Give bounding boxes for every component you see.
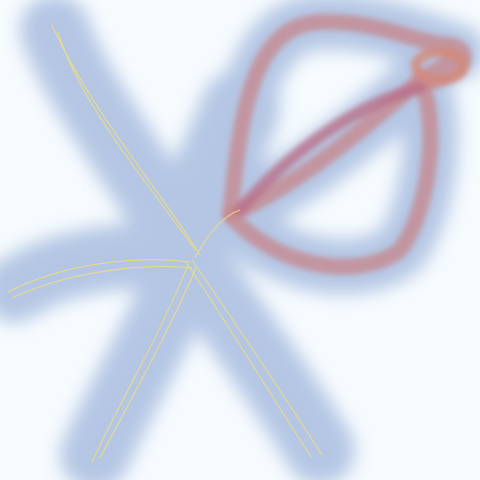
cloud-arm xyxy=(155,225,355,480)
trajectory xyxy=(91,264,189,463)
trajectory xyxy=(185,261,313,459)
trajectory xyxy=(11,266,193,299)
bundle xyxy=(234,82,426,216)
trajectory xyxy=(7,259,191,293)
trajectory xyxy=(57,31,196,251)
trajectory xyxy=(51,24,201,256)
trajectory xyxy=(191,259,323,456)
bundle xyxy=(222,72,439,275)
trajectory xyxy=(194,209,241,259)
bundle-end xyxy=(411,47,469,85)
trajectories xyxy=(7,24,323,463)
trajectory xyxy=(99,267,197,459)
trajectory-bundles xyxy=(222,13,472,275)
